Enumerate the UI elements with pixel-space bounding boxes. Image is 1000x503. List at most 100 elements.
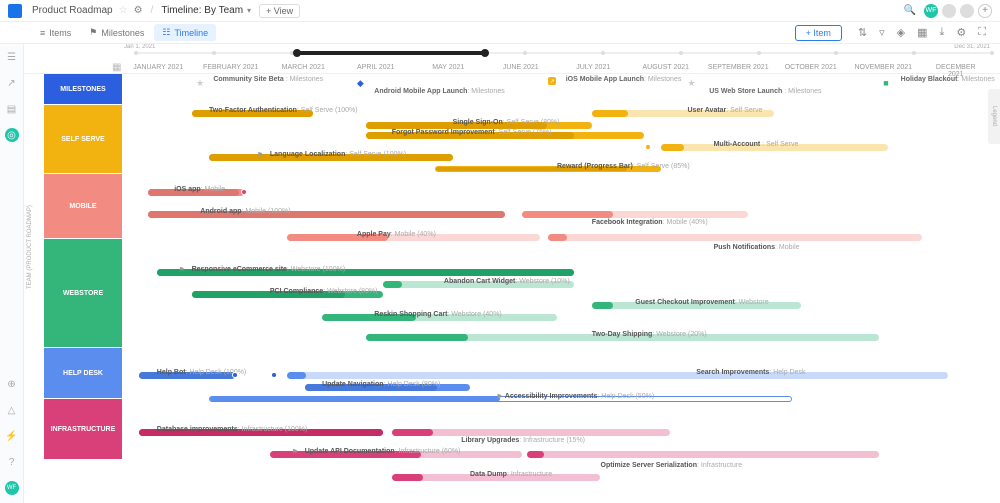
timeline-bar[interactable] (548, 234, 922, 241)
month-label: FEBRUARY 2021 (203, 64, 258, 71)
month-label: AUGUST 2021 (642, 64, 689, 71)
team-infrastructure[interactable]: INFRASTRUCTURE (44, 399, 122, 459)
range-slider[interactable] (134, 52, 990, 54)
bar-label: Data Dump: Infrastructure (470, 471, 552, 478)
bar-label: Accessibility Improvements: Help Desk (5… (505, 393, 654, 400)
nav-bell-icon[interactable]: △ (5, 403, 19, 417)
tab-milestones[interactable]: ⚑Milestones (81, 24, 152, 41)
add-item-button[interactable]: + Item (795, 25, 842, 41)
bar-label: Apple Pay: Mobile (40%) (357, 231, 436, 238)
timeline-bar[interactable] (287, 372, 948, 379)
milestone-label: US Web Store Launch : Milestones (709, 88, 821, 95)
left-sidebar: ☰ ↗ ▤ ◎ ⊕ △ ⚡ ? WF (0, 44, 24, 503)
search-icon[interactable]: 🔍 (904, 5, 916, 16)
add-member-button[interactable]: + (978, 4, 992, 18)
bar-link-dot[interactable] (232, 372, 238, 378)
milestone-label: Holiday Blackout: Milestones (901, 76, 995, 83)
flag-icon: ⚑ (496, 393, 502, 401)
bar-link-dot[interactable] (241, 189, 247, 195)
month-label: MAY 2021 (432, 64, 464, 71)
tab-items[interactable]: ≡Items (32, 25, 79, 41)
legend-tab[interactable]: Legend (988, 89, 1000, 144)
bar-link-dot[interactable] (271, 372, 277, 378)
flag-icon: ⚑ (292, 448, 298, 456)
bar-label: Facebook Integration: Mobile (40%) (592, 219, 708, 226)
bar-label: Abandon Cart Widget: Webstore (10%) (444, 278, 570, 285)
month-label: OCTOBER 2021 (785, 64, 837, 71)
bar-label: Database improvements: Infrastructure (1… (157, 426, 308, 433)
team-mobile[interactable]: MOBILE (44, 174, 122, 238)
bar-label: Guest Checkout Improvement: Webstore (635, 299, 768, 306)
milestone-icon[interactable]: ◆ (357, 78, 364, 89)
avatar[interactable]: WF (924, 4, 938, 18)
bar-label: iOS app: Mobile (174, 186, 225, 193)
month-label: NOVEMBER 2021 (854, 64, 912, 71)
flag-icon: ⚑ (257, 151, 263, 159)
settings-icon[interactable]: ⚙ (956, 26, 966, 39)
flag-icon: ⚑ (89, 27, 97, 38)
nav-add-icon[interactable]: ⊕ (5, 377, 19, 391)
milestone-label: Android Mobile App Launch: Milestones (374, 88, 504, 95)
slider-handle-start[interactable] (293, 49, 301, 57)
bar-label: Update Navigation: Help Desk (80%) (322, 381, 440, 388)
team-milestones[interactable]: MILESTONES (44, 74, 122, 104)
bar-label: Language Localization: Self Serve (100%) (270, 151, 406, 158)
nav-panel-icon[interactable]: ▤ (5, 102, 19, 116)
nav-roadmap-icon[interactable]: ◎ (5, 128, 19, 142)
month-label: JULY 2021 (576, 64, 610, 71)
grid-icon[interactable]: ▦ (917, 26, 927, 39)
view-name[interactable]: Timeline: By Team (161, 5, 243, 16)
avatar-empty[interactable] (942, 4, 956, 18)
bar-label: Reskin Shopping Cart: Webstore (40%) (374, 311, 501, 318)
milestone-icon[interactable]: ★ (688, 78, 696, 89)
milestone-icon[interactable]: ■ (883, 78, 888, 88)
gear-icon[interactable]: ⚙ (134, 5, 143, 16)
chevron-down-icon[interactable]: ▾ (247, 6, 251, 15)
milestone-icon[interactable]: ★ (196, 78, 204, 89)
download-icon[interactable]: ⤓ (940, 26, 945, 39)
group-axis-label: TEAM (PRODUCT ROADMAP) (27, 205, 33, 289)
bar-label: PCI Compliance: Webstore (80%) (270, 288, 378, 295)
app-logo[interactable] (8, 4, 22, 18)
month-label: JANUARY 2021 (133, 64, 183, 71)
expand-icon[interactable]: ⛶ (978, 26, 986, 39)
date-start: Jan 1, 2021 (124, 44, 155, 50)
milestone-icon[interactable]: ↗ (548, 77, 556, 85)
bar-label: Search Improvements: Help Desk (696, 369, 805, 376)
timeline-bar[interactable] (527, 451, 879, 458)
month-header: ▦ JANUARY 2021FEBRUARY 2021MARCH 2021APR… (24, 62, 1000, 74)
bar-label: Multi-Account : Self Serve (714, 141, 799, 148)
timeline-icon: ☷ (162, 27, 170, 38)
date-end: Dec 31, 2021 (954, 44, 990, 50)
bar-label: Optimize Server Serialization: Infrastru… (601, 462, 743, 469)
team-help-desk[interactable]: HELP DESK (44, 348, 122, 398)
bar-label: User Avatar: Self Serve (688, 107, 763, 114)
add-view-button[interactable]: + View (259, 4, 300, 18)
tab-timeline[interactable]: ☷Timeline (154, 24, 216, 41)
nav-share-icon[interactable]: ↗ (5, 76, 19, 90)
nav-bolt-icon[interactable]: ⚡ (5, 429, 19, 443)
sort-icon[interactable]: ⇅ (858, 26, 867, 39)
nav-dashboard-icon[interactable]: ☰ (5, 50, 19, 64)
page-title: Product Roadmap (32, 5, 113, 16)
slider-handle-end[interactable] (481, 49, 489, 57)
month-label: APRIL 2021 (357, 64, 395, 71)
list-icon: ≡ (40, 28, 45, 38)
bar-link-dot[interactable] (645, 144, 651, 150)
calendar-icon[interactable]: ▦ (112, 62, 121, 73)
star-icon[interactable]: ☆ (119, 5, 128, 16)
bar-label: Library Upgrades: Infrastructure (15%) (461, 437, 585, 444)
team-webstore[interactable]: WEBSTORE (44, 239, 122, 347)
avatar-empty[interactable] (960, 4, 974, 18)
bar-label: Single Sign-On: Self Serve (80%) (453, 119, 560, 126)
team-self-serve[interactable]: SELF SERVE (44, 105, 122, 173)
nav-user-icon[interactable]: WF (5, 481, 19, 495)
timeline-bar[interactable] (392, 429, 670, 436)
diamond-icon[interactable]: ◈ (897, 26, 905, 39)
nav-help-icon[interactable]: ? (5, 455, 19, 469)
timeline-bar[interactable] (522, 211, 748, 218)
separator: / (151, 5, 154, 16)
filter-icon[interactable]: ▿ (879, 26, 885, 39)
bar-label: Forgot Password Improvement: Self Serve … (392, 129, 552, 136)
bar-label: Push Notifications: Mobile (714, 244, 800, 251)
